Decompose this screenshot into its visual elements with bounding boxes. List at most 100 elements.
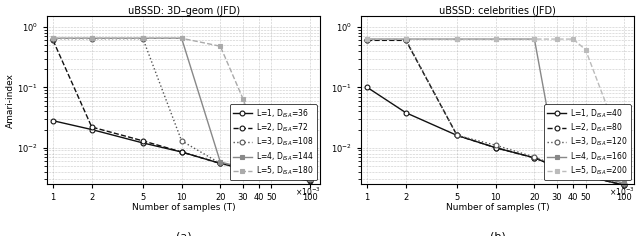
L=5, D$_{ISA}$=180 bbox=[49, 37, 57, 40]
L=1, D$_{ISA}$=40 bbox=[531, 156, 538, 159]
Legend: L=1, D$_{ISA}$=40, L=2, D$_{ISA}$=80, L=3, D$_{ISA}$=120, L=4, D$_{ISA}$=160, L=: L=1, D$_{ISA}$=40, L=2, D$_{ISA}$=80, L=… bbox=[544, 104, 630, 180]
Title: uBSSD: 3D–geom (JFD): uBSSD: 3D–geom (JFD) bbox=[128, 6, 240, 16]
L=1, D$_{ISA}$=36 bbox=[49, 119, 57, 122]
L=1, D$_{ISA}$=40 bbox=[453, 134, 461, 137]
L=2, D$_{ISA}$=80 bbox=[569, 170, 577, 173]
L=5, D$_{ISA}$=200 bbox=[402, 38, 410, 41]
L=5, D$_{ISA}$=180 bbox=[268, 158, 275, 160]
L=1, D$_{ISA}$=36 bbox=[216, 162, 224, 165]
L=5, D$_{ISA}$=200 bbox=[582, 48, 589, 51]
Legend: L=1, D$_{ISA}$=36, L=2, D$_{ISA}$=72, L=3, D$_{ISA}$=108, L=4, D$_{ISA}$=144, L=: L=1, D$_{ISA}$=36, L=2, D$_{ISA}$=72, L=… bbox=[230, 104, 317, 180]
L=2, D$_{ISA}$=80 bbox=[582, 175, 589, 177]
L=1, D$_{ISA}$=36 bbox=[307, 180, 314, 182]
L=2, D$_{ISA}$=80 bbox=[553, 166, 561, 169]
Line: L=4, D$_{ISA}$=160: L=4, D$_{ISA}$=160 bbox=[365, 37, 627, 185]
Text: (a): (a) bbox=[176, 231, 191, 236]
Title: uBSSD: celebrities (JFD): uBSSD: celebrities (JFD) bbox=[440, 6, 556, 16]
L=2, D$_{ISA}$=80 bbox=[531, 156, 538, 159]
L=3, D$_{ISA}$=120 bbox=[553, 164, 561, 167]
L=1, D$_{ISA}$=40 bbox=[569, 170, 577, 173]
L=5, D$_{ISA}$=200 bbox=[364, 38, 371, 41]
L=2, D$_{ISA}$=72 bbox=[307, 179, 314, 182]
L=2, D$_{ISA}$=72 bbox=[178, 151, 186, 153]
L=2, D$_{ISA}$=72 bbox=[268, 172, 275, 175]
L=4, D$_{ISA}$=144 bbox=[139, 37, 147, 40]
L=1, D$_{ISA}$=36 bbox=[268, 172, 275, 175]
L=4, D$_{ISA}$=160 bbox=[553, 161, 561, 164]
Line: L=3, D$_{ISA}$=120: L=3, D$_{ISA}$=120 bbox=[365, 37, 627, 186]
L=3, D$_{ISA}$=120 bbox=[531, 156, 538, 159]
L=5, D$_{ISA}$=180 bbox=[255, 142, 263, 144]
L=4, D$_{ISA}$=144 bbox=[255, 170, 263, 173]
L=5, D$_{ISA}$=200 bbox=[569, 38, 577, 41]
L=4, D$_{ISA}$=144 bbox=[49, 37, 57, 40]
Line: L=5, D$_{ISA}$=180: L=5, D$_{ISA}$=180 bbox=[51, 36, 312, 180]
Line: L=1, D$_{ISA}$=40: L=1, D$_{ISA}$=40 bbox=[365, 85, 627, 188]
L=2, D$_{ISA}$=72 bbox=[49, 39, 57, 42]
L=3, D$_{ISA}$=120 bbox=[453, 134, 461, 137]
L=2, D$_{ISA}$=72 bbox=[216, 162, 224, 165]
L=4, D$_{ISA}$=144 bbox=[268, 172, 275, 175]
L=3, D$_{ISA}$=120 bbox=[582, 174, 589, 177]
L=1, D$_{ISA}$=40 bbox=[582, 175, 589, 177]
L=3, D$_{ISA}$=108 bbox=[49, 37, 57, 40]
L=4, D$_{ISA}$=144 bbox=[216, 160, 224, 163]
L=4, D$_{ISA}$=160 bbox=[569, 168, 577, 171]
L=1, D$_{ISA}$=36 bbox=[255, 170, 263, 173]
L=3, D$_{ISA}$=120 bbox=[620, 183, 628, 185]
L=1, D$_{ISA}$=40 bbox=[620, 184, 628, 187]
L=1, D$_{ISA}$=40 bbox=[402, 111, 410, 114]
L=2, D$_{ISA}$=72 bbox=[255, 170, 263, 173]
L=3, D$_{ISA}$=108 bbox=[268, 172, 275, 175]
Line: L=4, D$_{ISA}$=144: L=4, D$_{ISA}$=144 bbox=[51, 36, 312, 182]
Text: $\times10^{-3}$: $\times10^{-3}$ bbox=[609, 186, 634, 198]
L=1, D$_{ISA}$=40 bbox=[553, 166, 561, 169]
Line: L=2, D$_{ISA}$=80: L=2, D$_{ISA}$=80 bbox=[365, 38, 627, 188]
L=4, D$_{ISA}$=160 bbox=[453, 38, 461, 41]
L=3, D$_{ISA}$=108 bbox=[216, 162, 224, 165]
L=5, D$_{ISA}$=200 bbox=[620, 151, 628, 153]
Line: L=1, D$_{ISA}$=36: L=1, D$_{ISA}$=36 bbox=[51, 118, 312, 184]
L=5, D$_{ISA}$=200 bbox=[453, 38, 461, 41]
L=3, D$_{ISA}$=120 bbox=[364, 38, 371, 41]
L=2, D$_{ISA}$=72 bbox=[88, 126, 95, 128]
L=2, D$_{ISA}$=80 bbox=[402, 39, 410, 42]
X-axis label: Number of samples (T): Number of samples (T) bbox=[446, 203, 550, 212]
L=1, D$_{ISA}$=36 bbox=[239, 167, 247, 170]
L=4, D$_{ISA}$=160 bbox=[531, 38, 538, 41]
L=2, D$_{ISA}$=80 bbox=[620, 184, 628, 187]
L=5, D$_{ISA}$=180 bbox=[139, 37, 147, 40]
Line: L=3, D$_{ISA}$=108: L=3, D$_{ISA}$=108 bbox=[51, 36, 312, 182]
L=5, D$_{ISA}$=180 bbox=[178, 37, 186, 40]
L=4, D$_{ISA}$=144 bbox=[307, 178, 314, 181]
L=3, D$_{ISA}$=120 bbox=[569, 170, 577, 173]
L=4, D$_{ISA}$=144 bbox=[239, 166, 247, 169]
L=4, D$_{ISA}$=160 bbox=[492, 38, 500, 41]
L=4, D$_{ISA}$=160 bbox=[582, 173, 589, 176]
L=2, D$_{ISA}$=72 bbox=[239, 167, 247, 170]
L=2, D$_{ISA}$=80 bbox=[364, 39, 371, 42]
L=5, D$_{ISA}$=180 bbox=[88, 37, 95, 40]
L=2, D$_{ISA}$=80 bbox=[492, 146, 500, 149]
L=4, D$_{ISA}$=144 bbox=[88, 37, 95, 40]
L=4, D$_{ISA}$=160 bbox=[364, 38, 371, 41]
L=5, D$_{ISA}$=180 bbox=[307, 176, 314, 179]
L=5, D$_{ISA}$=200 bbox=[553, 38, 561, 41]
L=3, D$_{ISA}$=108 bbox=[307, 178, 314, 181]
L=3, D$_{ISA}$=108 bbox=[88, 37, 95, 40]
L=4, D$_{ISA}$=144 bbox=[178, 37, 186, 40]
L=2, D$_{ISA}$=72 bbox=[139, 139, 147, 142]
L=3, D$_{ISA}$=108 bbox=[255, 170, 263, 173]
L=1, D$_{ISA}$=36 bbox=[139, 142, 147, 144]
L=5, D$_{ISA}$=180 bbox=[216, 45, 224, 48]
L=5, D$_{ISA}$=200 bbox=[492, 38, 500, 41]
L=1, D$_{ISA}$=36 bbox=[88, 128, 95, 131]
Text: (b): (b) bbox=[490, 231, 506, 236]
Text: $\times10^{-3}$: $\times10^{-3}$ bbox=[294, 186, 321, 198]
L=1, D$_{ISA}$=40 bbox=[492, 146, 500, 149]
Line: L=5, D$_{ISA}$=200: L=5, D$_{ISA}$=200 bbox=[365, 37, 627, 154]
L=4, D$_{ISA}$=160 bbox=[620, 182, 628, 185]
L=3, D$_{ISA}$=120 bbox=[402, 38, 410, 41]
L=3, D$_{ISA}$=108 bbox=[178, 139, 186, 142]
L=1, D$_{ISA}$=36 bbox=[178, 151, 186, 153]
